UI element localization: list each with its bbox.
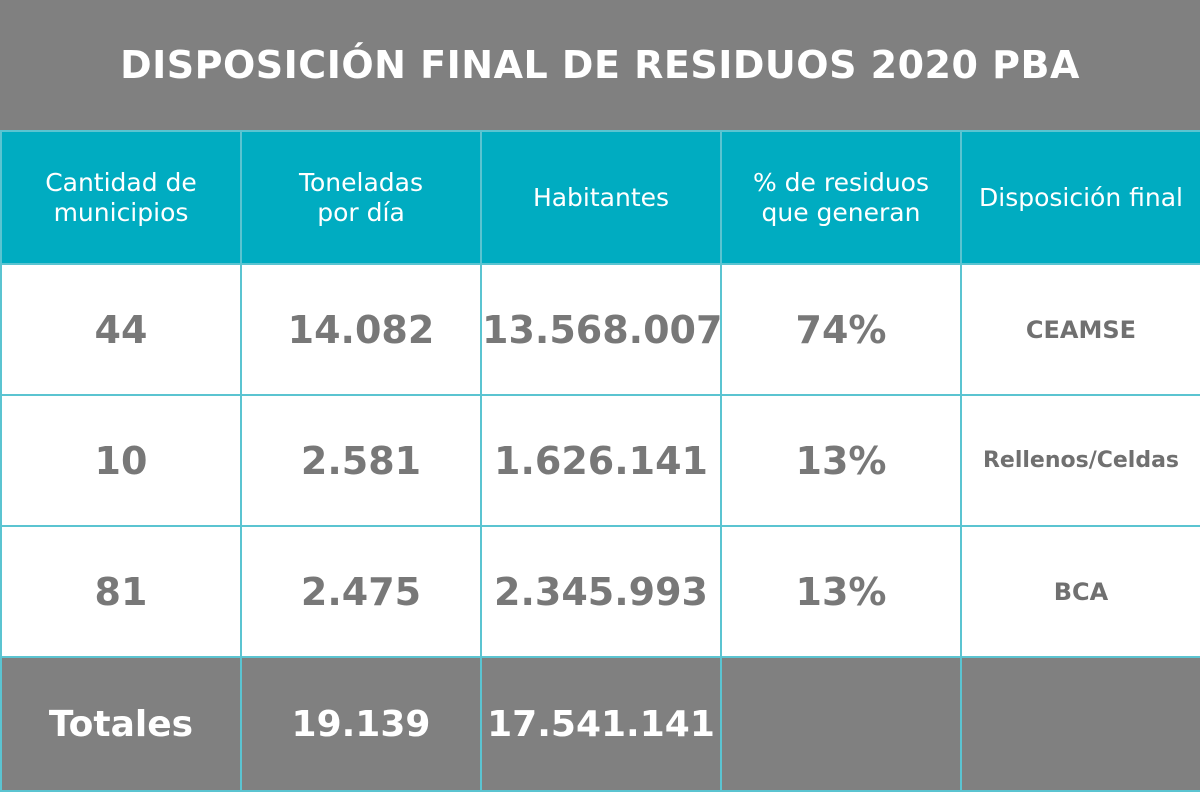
header-line: por día (317, 197, 405, 227)
header-habitantes: Habitantes (480, 130, 722, 265)
cell-habitantes: 13.568.007 (480, 263, 722, 396)
cell-porcentaje: 13% (720, 394, 962, 527)
table-row: 44 14.082 13.568.007 74% CEAMSE (0, 263, 1200, 396)
cell-disposicion: CEAMSE (960, 263, 1200, 396)
header-line: municipios (53, 197, 189, 227)
header-line: % de residuos (752, 167, 929, 197)
residuos-table: Cantidad de municipios Toneladas por día… (0, 130, 1200, 792)
header-toneladas-por-dia: Toneladas por día (240, 130, 482, 265)
cell-municipios: 10 (0, 394, 242, 527)
header-porcentaje-residuos: % de residuos que generan (720, 130, 962, 265)
totals-porcentaje (720, 656, 962, 792)
cell-disposicion: Rellenos/Celdas (960, 394, 1200, 527)
cell-habitantes: 2.345.993 (480, 525, 722, 658)
header-row: Cantidad de municipios Toneladas por día… (0, 130, 1200, 265)
totals-toneladas: 19.139 (240, 656, 482, 792)
cell-toneladas: 2.581 (240, 394, 482, 527)
header-cantidad-municipios: Cantidad de municipios (0, 130, 242, 265)
table-title: DISPOSICIÓN FINAL DE RESIDUOS 2020 PBA (120, 43, 1080, 87)
header-line: Disposición final (979, 182, 1183, 212)
cell-municipios: 44 (0, 263, 242, 396)
header-line: Cantidad de (45, 167, 197, 197)
header-line: Habitantes (532, 182, 670, 212)
cell-porcentaje: 74% (720, 263, 962, 396)
table-title-bar: DISPOSICIÓN FINAL DE RESIDUOS 2020 PBA (0, 0, 1200, 130)
cell-porcentaje: 13% (720, 525, 962, 658)
cell-habitantes: 1.626.141 (480, 394, 722, 527)
totals-label: Totales (0, 656, 242, 792)
cell-toneladas: 14.082 (240, 263, 482, 396)
table-row: 10 2.581 1.626.141 13% Rellenos/Celdas (0, 394, 1200, 527)
header-line: que generan (761, 197, 921, 227)
totals-habitantes: 17.541.141 (480, 656, 722, 792)
cell-toneladas: 2.475 (240, 525, 482, 658)
cell-municipios: 81 (0, 525, 242, 658)
table-row: 81 2.475 2.345.993 13% BCA (0, 525, 1200, 658)
header-disposicion-final: Disposición final (960, 130, 1200, 265)
cell-disposicion: BCA (960, 525, 1200, 658)
totals-disposicion (960, 656, 1200, 792)
totals-row: Totales 19.139 17.541.141 (0, 656, 1200, 792)
header-line: Toneladas (298, 167, 424, 197)
